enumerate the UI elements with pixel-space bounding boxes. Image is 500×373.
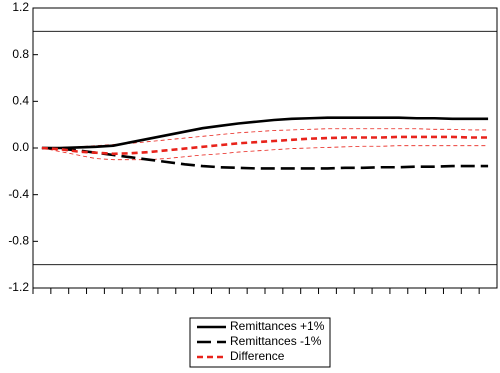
y-tick-label: -1.2 [8, 280, 29, 294]
band-line [41, 145, 489, 161]
legend-label: Remittances +1% [230, 319, 325, 333]
band-line [41, 128, 489, 149]
y-tick-label: 1.2 [12, 0, 29, 14]
y-tick-label: -0.8 [8, 234, 29, 248]
series-line [41, 116, 489, 150]
legend-label: Remittances -1% [230, 334, 322, 348]
y-tick-label: -0.4 [8, 187, 29, 201]
y-tick-label: 0.4 [12, 94, 29, 108]
series-line [41, 135, 489, 156]
series-line [41, 146, 489, 170]
plot-frame [32, 7, 498, 289]
y-tick-label: 0.8 [12, 47, 29, 61]
legend-label: Difference [230, 349, 285, 363]
y-tick-label: 0.0 [12, 140, 29, 154]
